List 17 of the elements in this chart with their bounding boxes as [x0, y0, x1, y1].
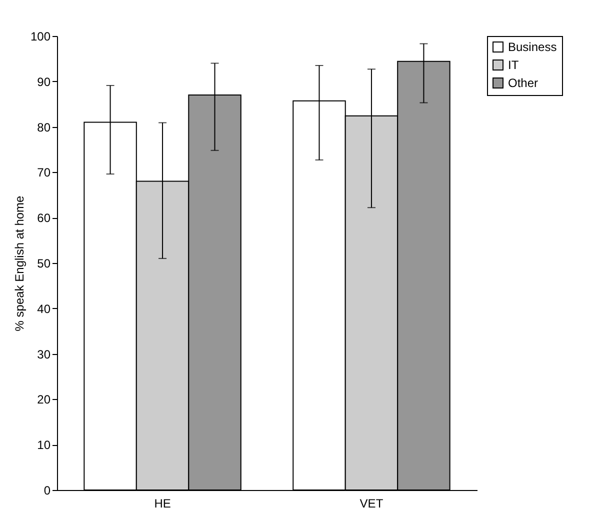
y-tick-label: 90: [37, 74, 51, 89]
legend-label: IT: [508, 58, 520, 72]
y-tick-label: 10: [37, 438, 51, 452]
y-tick-label: 100: [30, 30, 51, 44]
legend-label: Business: [508, 40, 557, 54]
y-tick-label: 30: [37, 347, 51, 362]
x-tick-label: HE: [154, 496, 171, 510]
y-tick-label: 0: [44, 484, 51, 498]
x-tick-label: VET: [360, 496, 384, 510]
y-axis-title: % speak English at home: [12, 195, 26, 332]
y-tick-label: 60: [37, 211, 51, 226]
y-tick-label: 80: [37, 120, 51, 134]
y-tick-label: 70: [37, 166, 51, 180]
y-tick-label: 40: [37, 302, 51, 316]
legend-label: Other: [508, 76, 538, 90]
y-tick-label: 50: [37, 256, 51, 270]
y-tick-label: 20: [37, 392, 51, 407]
